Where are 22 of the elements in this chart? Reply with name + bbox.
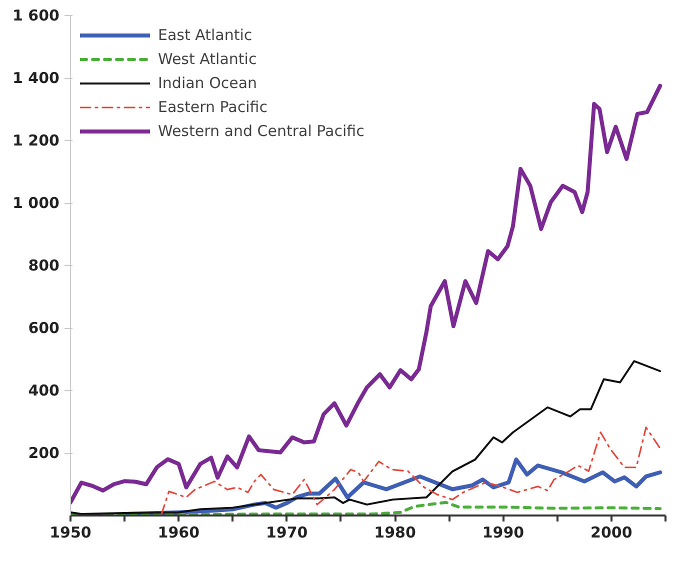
legend-label: Eastern Pacific — [158, 98, 268, 116]
x-tick-label: 2000 — [590, 524, 632, 542]
legend-label: East Atlantic — [158, 26, 252, 44]
line-series — [70, 500, 662, 516]
x-tick-label: 1970 — [266, 524, 308, 542]
x-tick-label: 1990 — [482, 524, 524, 542]
y-tick-label: 200 — [28, 444, 60, 462]
y-tick-label: 1 400 — [12, 69, 60, 87]
line-series — [160, 426, 661, 516]
legend-label: West Atlantic — [158, 50, 257, 68]
legend-label: Western and Central Pacific — [158, 122, 364, 140]
y-tick-label: 600 — [28, 319, 60, 337]
legend-label: Indian Ocean — [158, 74, 258, 92]
x-tick-label: 1950 — [50, 524, 92, 542]
y-tick-label: 400 — [28, 382, 60, 400]
y-tick-label: 800 — [28, 256, 60, 274]
y-tick-label: 1 000 — [12, 194, 60, 212]
line-series — [70, 360, 662, 515]
x-tick-label: 1960 — [158, 524, 200, 542]
x-tick-label: 1980 — [374, 524, 416, 542]
y-tick-label: 1 600 — [12, 6, 60, 24]
y-tick-label: 1 200 — [12, 132, 60, 150]
